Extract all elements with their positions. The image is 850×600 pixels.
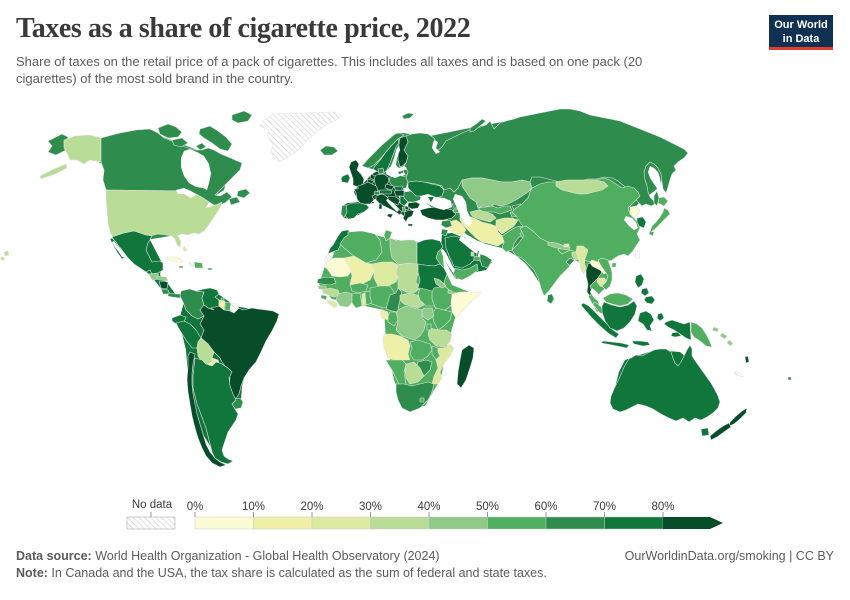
svg-text:80%: 80% (651, 501, 674, 513)
svg-text:20%: 20% (300, 501, 323, 513)
svg-text:40%: 40% (417, 501, 440, 513)
svg-text:30%: 30% (359, 501, 382, 513)
svg-text:50%: 50% (476, 501, 499, 513)
svg-text:70%: 70% (593, 501, 616, 513)
svg-text:0%: 0% (187, 501, 204, 513)
svg-text:10%: 10% (242, 501, 265, 513)
svg-text:60%: 60% (534, 501, 557, 513)
